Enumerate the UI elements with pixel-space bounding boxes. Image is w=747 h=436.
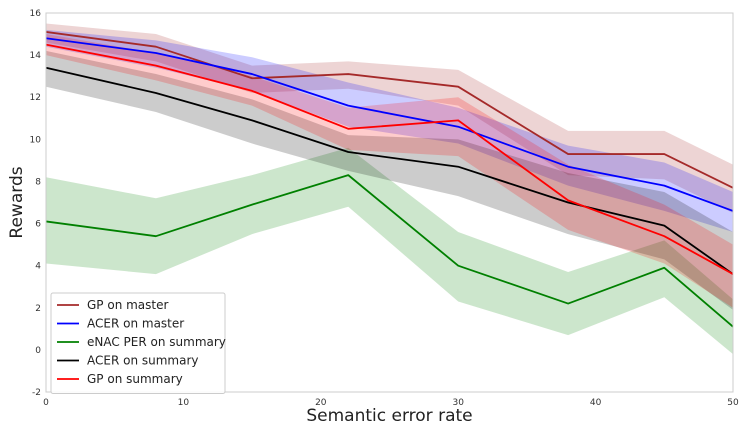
x-tick-label: 40: [590, 398, 602, 408]
y-tick-label: 16: [30, 9, 42, 19]
legend-label: ACER on master: [87, 317, 184, 331]
legend-box: [50, 292, 226, 394]
band-acer-on-summary: [46, 50, 733, 310]
y-tick-label: 8: [35, 177, 41, 187]
confidence-bands: [46, 23, 733, 355]
line-gp-on-master: [45, 31, 734, 189]
y-tick-label: 12: [30, 93, 41, 103]
x-tick-label: 30: [452, 398, 464, 408]
legend-label: ACER on summary: [87, 354, 199, 368]
line-gp-on-summary: [45, 43, 734, 275]
legend-label: GP on master: [87, 298, 168, 312]
y-tick-label: 2: [35, 304, 41, 314]
line-acer-on-summary: [45, 66, 734, 275]
y-tick-label: -2: [32, 388, 41, 398]
line-enac-per-on-summary: [45, 174, 734, 328]
x-tick-label: 10: [178, 398, 190, 408]
x-axis-label: Semantic error rate: [306, 406, 472, 426]
y-axis-label: Rewards: [7, 166, 27, 238]
y-tick-label: 0: [35, 346, 41, 356]
y-tick-label: 14: [30, 51, 42, 61]
legend: GP on master ACER on master eNAC PER on su…: [50, 292, 226, 394]
x-tick-label: 20: [315, 398, 327, 408]
band-gp-on-summary: [46, 34, 733, 308]
y-tick-label: 4: [35, 262, 41, 272]
series-lines: [45, 31, 734, 328]
y-tick-label: 6: [35, 220, 41, 230]
line-acer-on-master: [45, 37, 734, 212]
x-tick-label: 0: [43, 398, 49, 408]
band-gp-on-master: [46, 23, 733, 214]
x-tick-label: 50: [727, 398, 739, 408]
plot-area-frame: [45, 12, 734, 393]
legend-label: GP on summary: [87, 372, 183, 386]
band-enac-per-on-summary: [46, 147, 733, 355]
legend-label: eNAC PER on summary: [87, 335, 226, 349]
y-tick-label: 10: [30, 135, 42, 145]
band-acer-on-master: [46, 29, 733, 232]
